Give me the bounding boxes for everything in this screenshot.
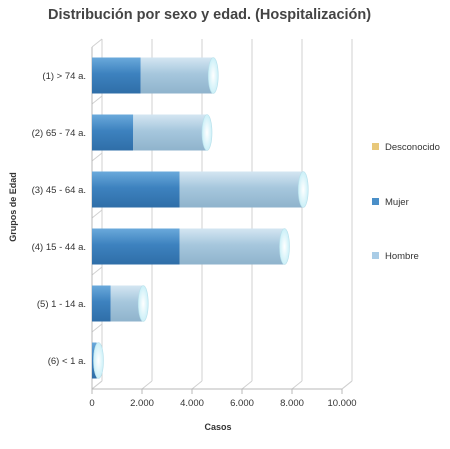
gridline-floor [191,380,203,390]
axes [91,39,353,394]
x-tick-label: 2.000 [130,398,154,409]
x-tick-label: 4.000 [180,398,204,409]
x-tick-label: 8.000 [280,398,304,409]
bar-hombre[interactable] [133,114,207,151]
bar-end-cap [207,57,219,94]
bar-mujer[interactable] [92,114,134,151]
bar-group [92,285,149,322]
bar-mujer[interactable] [92,228,180,265]
category-divider [91,380,103,390]
x-tick-label: 6.000 [230,398,254,409]
x-tick-label: 0 [89,398,94,409]
gridline-floor [291,380,303,390]
y-tick-label: (5) 1 - 14 a. [37,299,86,310]
bar-end-cap [93,342,104,379]
bar-hombre[interactable] [179,171,304,208]
bars [92,57,309,379]
gridline-floor [241,380,253,390]
bar-end-cap [279,228,290,265]
legend-swatch [372,143,379,150]
x-axis-title: Casos [204,422,231,432]
category-divider [91,209,103,219]
bar-mujer[interactable] [92,171,180,208]
bar-mujer[interactable] [92,57,141,94]
legend-label: Desconocido [385,142,440,153]
legend-item[interactable]: Desconocido [372,142,440,153]
bar-hombre[interactable] [110,285,144,322]
legend-swatch [372,198,379,205]
y-tick-label: (4) 15 - 44 a. [32,242,86,253]
gridline-floor [141,380,153,390]
legend: Desconocido Mujer Hombre [372,142,440,262]
legend-label: Mujer [385,197,409,208]
category-divider [91,95,103,105]
bar-group [92,57,219,94]
y-tick-label: (1) > 74 a. [42,71,86,82]
bar-mujer[interactable] [92,285,111,322]
bar-hombre[interactable] [140,57,214,94]
bar-group [92,171,309,208]
bar-end-cap [297,171,309,208]
y-axis-title: Grupos de Edad [8,172,18,242]
tick-labels: 0 2.000 4.000 6.000 8.000 10.000 (1) > 74 a. (2… [32,71,357,409]
bar-group [92,342,104,379]
bar-group [92,114,213,151]
bar-end-cap [201,114,213,151]
legend-item[interactable]: Hombre [372,251,419,262]
y-tick-label: (3) 45 - 64 a. [32,185,86,196]
bar-end-cap [137,285,149,322]
category-divider [91,152,103,162]
bar-hombre[interactable] [179,228,285,265]
legend-swatch [372,252,379,259]
category-divider [91,38,103,48]
chart-title: Distribución por sexo y edad. (Hospitali… [48,7,371,23]
x-tick-label: 10.000 [327,398,356,409]
category-divider [91,266,103,276]
y-tick-label: (2) 65 - 74 a. [32,128,86,139]
y-tick-label: (6) < 1 a. [48,356,86,367]
bar-group [92,228,290,265]
legend-label: Hombre [385,251,419,262]
legend-item[interactable]: Mujer [372,197,409,208]
category-divider [91,323,103,333]
